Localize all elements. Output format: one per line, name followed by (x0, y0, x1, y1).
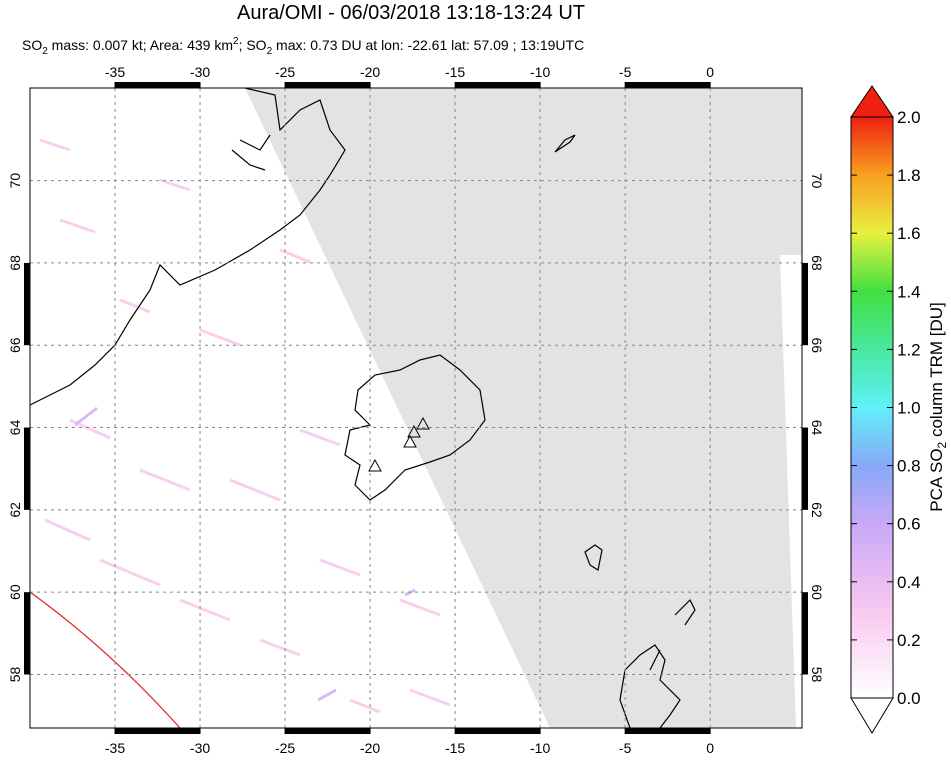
colorbar-tick-label: 0.4 (897, 573, 921, 592)
colorbar-label-part: column TRM [DU] (927, 302, 946, 442)
frame-band (802, 592, 808, 675)
jan-mayen (554, 134, 576, 153)
subtitle-sub: 2 (267, 46, 273, 57)
frame-band (455, 82, 541, 88)
swath-edge (30, 591, 181, 728)
subtitle-part: max: 0.73 DU at lon: -22.61 lat: 57.09 ;… (272, 37, 584, 53)
y-tick-label-left: 60 (7, 584, 23, 600)
greenland-fjords (231, 134, 271, 171)
colorbar-tick-label: 1.8 (897, 166, 921, 185)
y-tick-label-left: 58 (7, 666, 23, 682)
x-tick-label-top: -15 (445, 64, 465, 80)
x-tick-label-bottom: -35 (105, 740, 125, 756)
y-tick-label-right: 64 (809, 420, 825, 436)
frame-band (24, 262, 30, 346)
frame-band (455, 728, 541, 734)
x-tick-label-bottom: -15 (445, 740, 465, 756)
colorbar-tick-label: 1.4 (897, 282, 921, 301)
frame-band (625, 82, 711, 88)
x-tick-label-top: -35 (105, 64, 125, 80)
iceland-coast (344, 354, 486, 501)
subtitle-sub: 2 (42, 46, 48, 57)
y-tick-label-left: 64 (7, 420, 23, 436)
subtitle: SO2 mass: 0.007 kt; Area: 439 km2; SO2 m… (22, 36, 584, 57)
frame-band (24, 592, 30, 675)
grid (30, 88, 802, 728)
colorbar-tick-label: 1.2 (897, 340, 921, 359)
x-tick-label-bottom: -25 (275, 740, 295, 756)
scotland-coast (619, 598, 696, 728)
y-tick-label-right: 66 (809, 337, 825, 353)
x-tick-label-top: -25 (275, 64, 295, 80)
frame-band (802, 262, 808, 346)
x-tick-label-bottom: -5 (619, 740, 632, 756)
y-tick-label-left: 62 (7, 502, 23, 518)
title: Aura/OMI - 06/03/2018 13:18-13:24 UT (237, 2, 585, 24)
colorbar-tick-label: 0.6 (897, 515, 921, 534)
x-tick-label-bottom: -20 (360, 740, 380, 756)
colorbar (850, 116, 894, 699)
volcano-markers (368, 416, 430, 472)
subtitle-part: SO (22, 37, 42, 53)
x-tick-label-top: -5 (619, 64, 632, 80)
y-tick-label-left: 68 (7, 255, 23, 271)
colorbar-tick-label: 1.0 (897, 399, 921, 418)
x-tick-label-top: -20 (360, 64, 380, 80)
x-tick-label-bottom: 0 (706, 740, 714, 756)
y-tick-label-right: 68 (809, 255, 825, 271)
x-tick-label-top: -10 (530, 64, 550, 80)
x-tick-label-top: -30 (190, 64, 210, 80)
y-tick-label-left: 66 (7, 337, 23, 353)
frame-band (285, 728, 371, 734)
frame-band (625, 728, 711, 734)
colorbar-min-arrow (850, 697, 894, 734)
y-tick-label-right: 60 (809, 584, 825, 600)
y-tick-label-right: 70 (809, 173, 825, 189)
y-tick-label-right: 58 (809, 667, 825, 683)
colorbar-tick-label: 0.0 (897, 689, 921, 708)
colorbar-tick-label: 0.2 (897, 631, 921, 650)
frame-band (115, 82, 201, 88)
colorbar-tick-label: 1.6 (897, 224, 921, 243)
x-tick-label-bottom: -10 (530, 740, 550, 756)
no-data-region (245, 88, 802, 728)
greenland-coast (30, 88, 346, 406)
subtitle-part: ; SO (239, 37, 267, 53)
frame-band (115, 728, 201, 734)
map-area (30, 88, 802, 728)
frame-band (24, 427, 30, 510)
map-frame (29, 87, 803, 729)
coastlines (30, 88, 696, 728)
frame-band (802, 427, 808, 510)
colorbar-max-arrow (850, 85, 894, 118)
faroe-islands (584, 544, 603, 571)
subtitle-part: mass: 0.007 kt; Area: 439 km (48, 37, 233, 53)
y-tick-label-right: 62 (809, 502, 825, 518)
colorbar-tick-label: 0.8 (897, 457, 921, 476)
y-tick-label-left: 70 (7, 173, 23, 189)
colorbar-label-part: PCA SO (927, 448, 946, 511)
frame-band (285, 82, 371, 88)
colorbar-tick-label: 2.0 (897, 108, 921, 127)
subtitle-sup: 2 (233, 36, 239, 47)
colorbar-label-sub: 2 (935, 441, 949, 448)
x-tick-label-bottom: -30 (190, 740, 210, 756)
x-tick-label-top: 0 (706, 64, 714, 80)
colorbar-label: PCA SO2 column TRM [DU] (927, 302, 949, 512)
